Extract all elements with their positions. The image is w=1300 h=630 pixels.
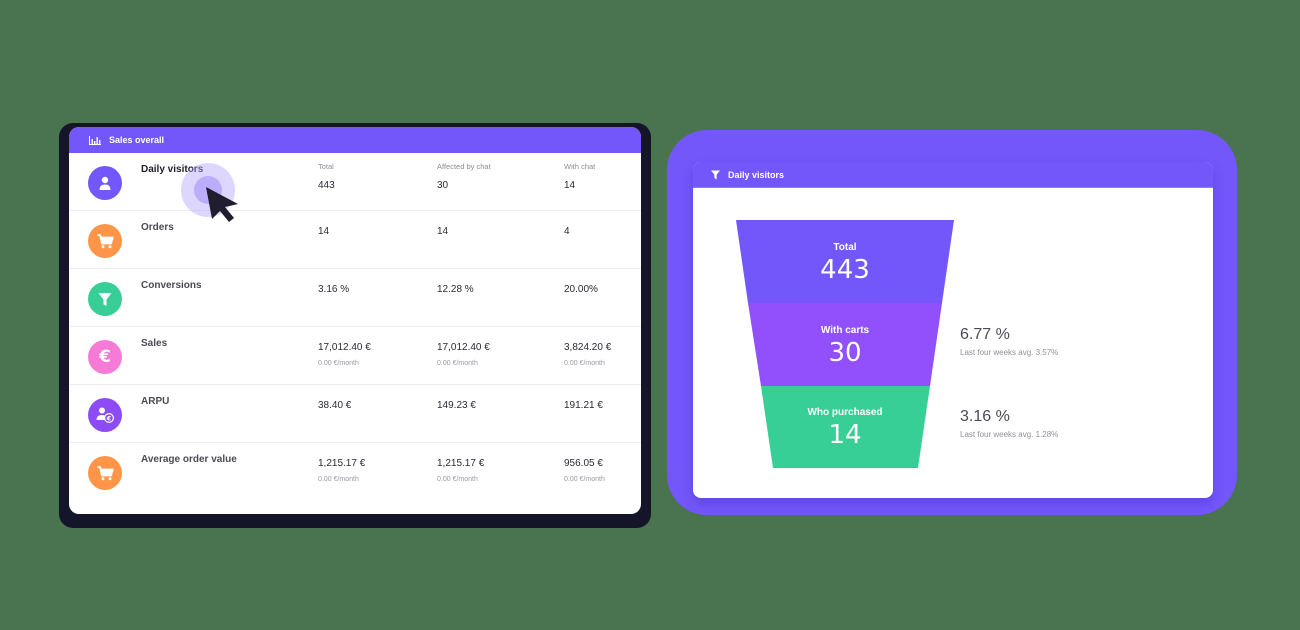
funnel-card-header: Daily visitors [693, 162, 1213, 188]
table-row-arpu[interactable]: € ARPU 38.40 € 149.23 € 191.21 € [69, 385, 641, 443]
mouse-pointer-icon [206, 187, 238, 222]
bar-chart-icon [89, 135, 101, 145]
funnel-stage-total-label: Total 443 [820, 242, 870, 285]
cell-with-chat: 956.05 €0.00 €/month [564, 458, 605, 483]
cell-total: 443 [318, 180, 335, 191]
daily-visitors-card: Daily visitors Total 443 With carts 30 W… [693, 162, 1213, 498]
cell-affected-by-chat: 1,215.17 €0.00 €/month [437, 458, 485, 483]
cell-with-chat: 3,824.20 €0.00 €/month [564, 342, 612, 367]
funnel-chart: Total 443 With carts 30 Who purchased 14 [736, 220, 954, 468]
cell-affected-by-chat: 30 [437, 180, 449, 191]
svg-text:€: € [106, 415, 112, 423]
table-row-conversions[interactable]: Conversions 3.16 % 12.28 % 20.00% [69, 269, 641, 327]
table-row-sales[interactable]: € Sales 17,012.40 €0.00 €/month 17,012.4… [69, 327, 641, 385]
funnel-stage-with-carts[interactable] [748, 303, 942, 386]
cell-with-chat: 14 [564, 180, 576, 191]
conversion-stat-purchased: 3.16 % Last four weeks avg. 1.28% [960, 408, 1059, 439]
conversion-stat-carts: 6.77 % Last four weeks avg. 3.57% [960, 326, 1059, 357]
column-header-with-chat: With chat [564, 162, 596, 171]
table-row-orders[interactable]: Orders 14 14 4 [69, 211, 641, 269]
row-label: Orders [141, 222, 174, 233]
row-label: ARPU [141, 396, 170, 407]
funnel-icon [711, 170, 720, 179]
sales-overall-card: Sales overall Daily visitors Total Affec… [69, 127, 641, 514]
cell-with-chat: 4 [564, 226, 570, 237]
funnel-stage-who-purchased-label: Who purchased 14 [807, 407, 883, 450]
funnel-card-title: Daily visitors [728, 169, 785, 180]
funnel-stage-who-purchased[interactable] [761, 386, 930, 468]
funnel-icon [88, 282, 122, 316]
table-row-average-order-value[interactable]: Average order value 1,215.17 €0.00 €/mon… [69, 443, 641, 501]
cell-total: 1,215.17 €0.00 €/month [318, 458, 366, 483]
euro-icon: € [88, 340, 122, 374]
funnel-stage-with-carts-label: With carts 30 [820, 325, 870, 368]
cell-affected-by-chat: 149.23 € [437, 400, 476, 411]
cart-icon [88, 456, 122, 490]
row-label: Daily visitors [141, 164, 204, 175]
user-icon [88, 166, 122, 200]
row-label: Average order value [141, 454, 237, 465]
cell-with-chat: 191.21 € [564, 400, 603, 411]
row-label: Conversions [141, 280, 202, 291]
cell-total: 38.40 € [318, 400, 352, 411]
sales-card-header: Sales overall [69, 127, 641, 153]
cell-affected-by-chat: 17,012.40 €0.00 €/month [437, 342, 490, 367]
cell-total: 14 [318, 226, 330, 237]
funnel-stage-total[interactable] [736, 220, 954, 303]
sales-card-title: Sales overall [109, 135, 165, 145]
cell-affected-by-chat: 12.28 % [437, 284, 474, 295]
cart-icon [88, 224, 122, 258]
cell-total: 17,012.40 €0.00 €/month [318, 342, 371, 367]
column-header-affected-by-chat: Affected by chat [437, 162, 491, 171]
user-euro-icon: € [88, 398, 122, 432]
cell-total: 3.16 % [318, 284, 350, 295]
cell-affected-by-chat: 14 [437, 226, 449, 237]
cell-with-chat: 20.00% [564, 284, 598, 295]
column-header-total: Total [318, 162, 334, 171]
table-row-daily-visitors[interactable]: Daily visitors Total Affected by chat Wi… [69, 153, 641, 211]
row-label: Sales [141, 338, 168, 349]
